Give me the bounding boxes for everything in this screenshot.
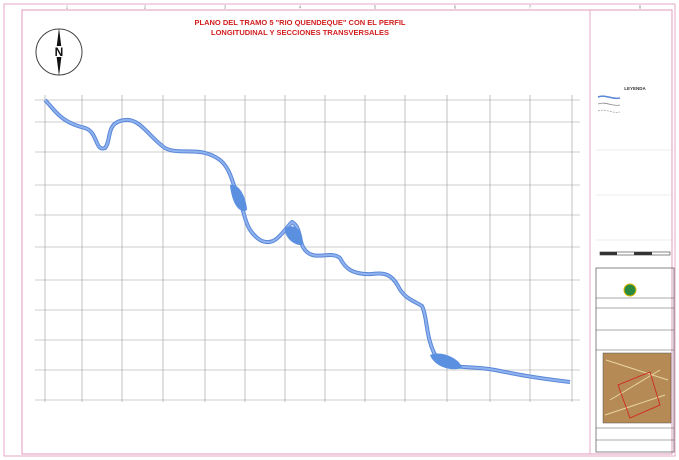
north-arrow: N (35, 28, 83, 76)
title-line: LONGITUDINAL Y SECCIONES TRANSVERSALES (211, 28, 389, 37)
border-column-label: 7 (529, 5, 532, 10)
river (43, 98, 571, 384)
border-column-label: 8 (639, 5, 642, 10)
title-line: PLANO DEL TRAMO 5 "RIO QUENDEQUE" CON EL… (194, 18, 405, 27)
border-column-label: 3 (224, 5, 227, 10)
legend-title: LEYENDA (624, 86, 646, 91)
coordinate-grid (35, 95, 580, 402)
border-column-label: 5 (374, 5, 377, 10)
border-column-label: 4 (299, 5, 302, 10)
border-column-label: 2 (144, 5, 147, 10)
outer-frame (3, 3, 676, 457)
north-label: N (55, 45, 64, 59)
legend: LEYENDA (596, 86, 674, 256)
inner-frame (21, 9, 673, 455)
title-block (595, 267, 675, 453)
border-column-label: 6 (454, 5, 457, 10)
border-columns: 1 2 3 4 5 6 7 8 (66, 5, 642, 10)
border-column-label: 1 (66, 5, 69, 10)
